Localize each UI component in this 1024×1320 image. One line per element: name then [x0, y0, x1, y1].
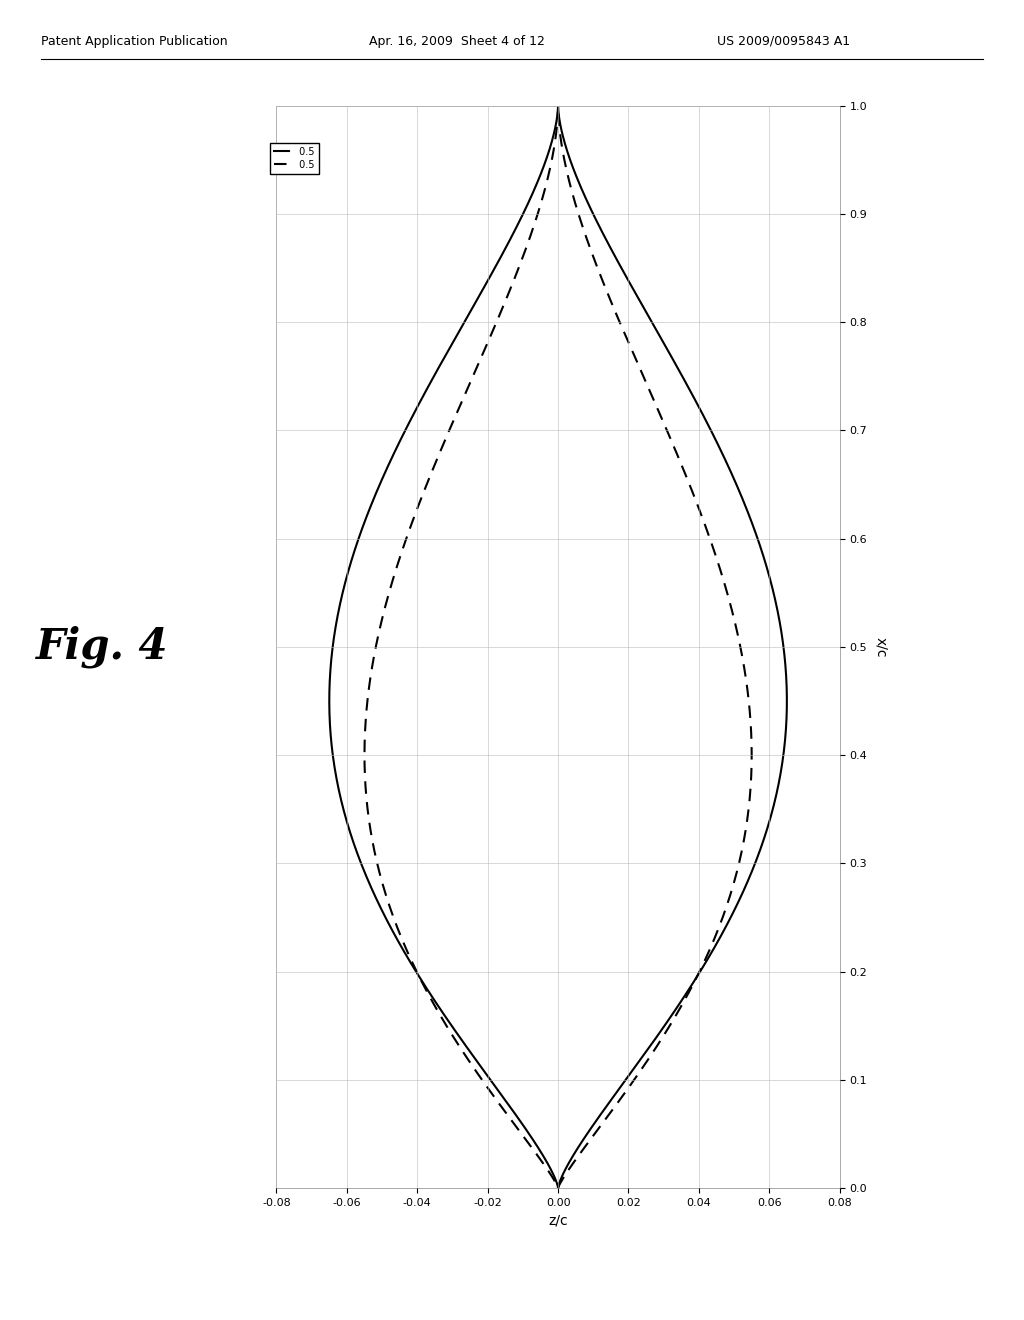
Legend:  0.5,  0.5: 0.5, 0.5	[270, 143, 318, 174]
Text: US 2009/0095843 A1: US 2009/0095843 A1	[717, 34, 850, 48]
Text: Patent Application Publication: Patent Application Publication	[41, 34, 227, 48]
Text: Apr. 16, 2009  Sheet 4 of 12: Apr. 16, 2009 Sheet 4 of 12	[369, 34, 545, 48]
Text: Fig. 4: Fig. 4	[36, 626, 169, 668]
X-axis label: z/c: z/c	[548, 1213, 568, 1228]
Y-axis label: x/c: x/c	[874, 636, 888, 657]
